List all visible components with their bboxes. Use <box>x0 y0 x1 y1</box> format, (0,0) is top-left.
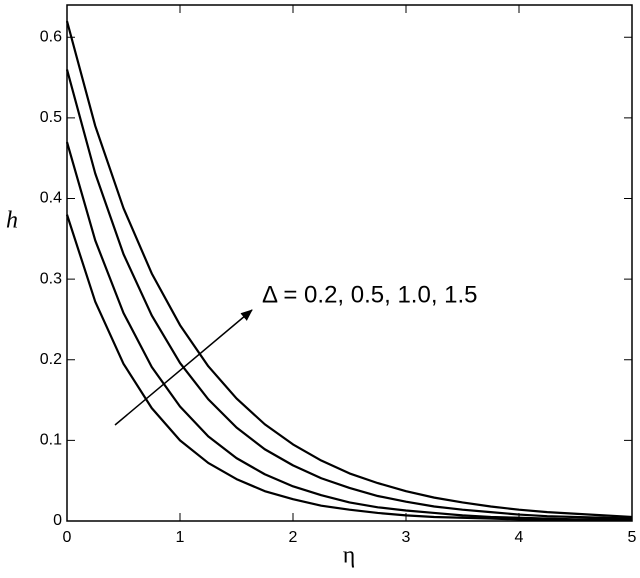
x-tick-label: 1 <box>176 529 185 546</box>
y-tick-label: 0 <box>53 512 62 529</box>
y-tick-label: 0.1 <box>40 432 62 449</box>
line <box>65 69 633 520</box>
line <box>65 214 632 522</box>
x-tick-label: 5 <box>628 529 637 546</box>
line <box>65 20 633 519</box>
x-tick-label: 0 <box>63 529 72 546</box>
y-tick-label: 0.5 <box>40 109 62 126</box>
x-tick-label: 3 <box>402 529 411 546</box>
annotation: Δ = 0.2, 0.5, 1.0, 1.5 <box>262 281 478 308</box>
line <box>65 141 633 522</box>
x-axis-label: η <box>343 543 356 569</box>
x-tick-label: 2 <box>289 529 298 546</box>
x-tick-label: 4 <box>515 529 524 546</box>
y-tick-label: 0.6 <box>40 28 62 45</box>
y-tick-label: 0.4 <box>40 190 62 207</box>
y-axis-label: h <box>6 208 18 234</box>
plot-frame <box>66 4 633 522</box>
y-tick-label: 0.2 <box>40 351 62 368</box>
y-tick-label: 0.3 <box>40 270 62 287</box>
